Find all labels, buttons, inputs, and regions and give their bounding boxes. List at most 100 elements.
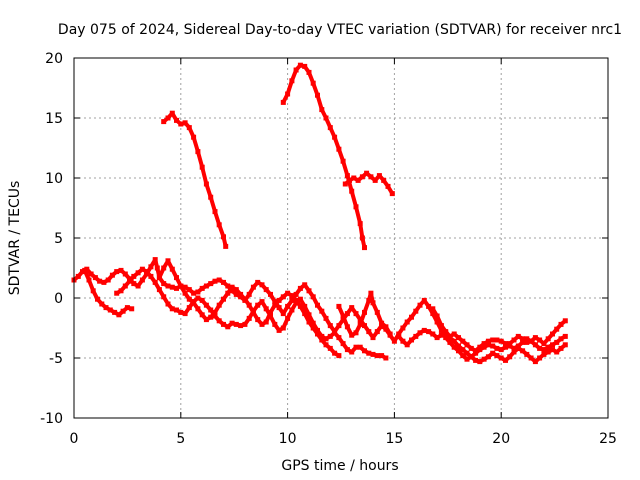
data-point	[464, 342, 470, 348]
data-point	[216, 222, 222, 228]
data-point	[417, 302, 423, 308]
data-point	[268, 309, 273, 315]
data-point	[178, 309, 184, 315]
data-point	[494, 337, 500, 343]
data-point	[511, 349, 517, 355]
data-point	[366, 297, 372, 303]
data-point	[135, 270, 141, 276]
data-point	[289, 293, 295, 299]
data-point	[355, 177, 361, 183]
data-point	[165, 301, 171, 307]
data-point	[272, 321, 278, 327]
data-point	[306, 69, 312, 75]
data-point	[336, 323, 342, 329]
data-point	[116, 312, 122, 318]
data-point	[389, 191, 395, 197]
data-point	[336, 303, 342, 309]
data-point	[468, 354, 474, 360]
data-point	[460, 338, 466, 344]
data-point	[280, 325, 286, 331]
data-point	[293, 67, 299, 73]
data-point	[289, 78, 295, 84]
data-point	[280, 294, 286, 300]
data-point	[451, 344, 457, 350]
data-point	[195, 306, 201, 312]
x-tick-label: 5	[176, 431, 185, 447]
data-point	[118, 267, 124, 273]
data-point	[342, 181, 348, 187]
data-point	[443, 335, 449, 341]
data-point	[203, 283, 209, 289]
data-point	[451, 338, 457, 344]
data-point	[238, 323, 244, 329]
data-point	[161, 119, 167, 125]
data-point	[212, 309, 218, 315]
data-point	[541, 347, 547, 353]
data-point	[212, 209, 218, 215]
data-point	[554, 326, 560, 332]
data-point	[203, 302, 209, 308]
data-point	[323, 336, 329, 342]
data-point	[129, 306, 135, 312]
series-trace-9	[281, 63, 367, 250]
data-point	[434, 313, 440, 319]
data-point	[336, 353, 342, 359]
data-point	[233, 291, 239, 297]
data-point	[550, 331, 555, 337]
data-point	[99, 301, 105, 307]
data-point	[409, 337, 414, 343]
data-point	[268, 291, 273, 297]
y-tick-label: 20	[45, 51, 63, 67]
data-point	[528, 355, 534, 361]
data-point	[280, 311, 286, 317]
data-point	[481, 344, 487, 350]
data-point	[430, 306, 436, 312]
data-point	[105, 277, 111, 283]
data-point	[319, 333, 325, 339]
data-point	[289, 307, 295, 313]
data-point	[400, 325, 406, 331]
data-point	[135, 283, 141, 289]
data-point	[302, 282, 308, 288]
x-tick-label: 25	[599, 431, 617, 447]
data-point	[327, 323, 333, 329]
axis-layer: 0 5 10 15 20 25 -10 -5 0 5 10 15 20	[40, 51, 617, 447]
data-point	[161, 294, 167, 300]
data-point	[558, 336, 564, 342]
data-point	[191, 290, 197, 296]
data-point	[323, 342, 329, 348]
data-point	[562, 333, 568, 339]
data-point	[353, 344, 359, 350]
data-point	[503, 357, 508, 363]
data-point	[349, 305, 355, 311]
data-point	[368, 174, 374, 180]
data-point	[545, 344, 551, 350]
data-point	[199, 164, 205, 170]
data-point	[507, 354, 513, 360]
data-point	[503, 341, 508, 347]
data-point	[562, 318, 568, 324]
data-point	[362, 309, 367, 315]
data-point	[208, 194, 214, 200]
data-point	[554, 349, 560, 355]
data-point	[182, 284, 188, 290]
series-trace-8	[161, 111, 228, 249]
data-point	[485, 338, 491, 344]
data-point	[391, 338, 397, 344]
y-tick-label: -10	[40, 411, 63, 427]
data-point	[182, 311, 188, 317]
data-point	[498, 355, 504, 361]
data-point	[118, 288, 124, 294]
data-point	[362, 323, 367, 329]
data-point	[315, 327, 320, 333]
data-point	[165, 258, 171, 264]
data-point	[259, 299, 265, 305]
data-point	[364, 170, 370, 176]
data-point	[276, 297, 282, 303]
data-point	[357, 221, 363, 227]
data-point	[336, 335, 342, 341]
data-point	[537, 345, 543, 351]
data-point	[174, 117, 179, 123]
data-point	[387, 331, 393, 337]
